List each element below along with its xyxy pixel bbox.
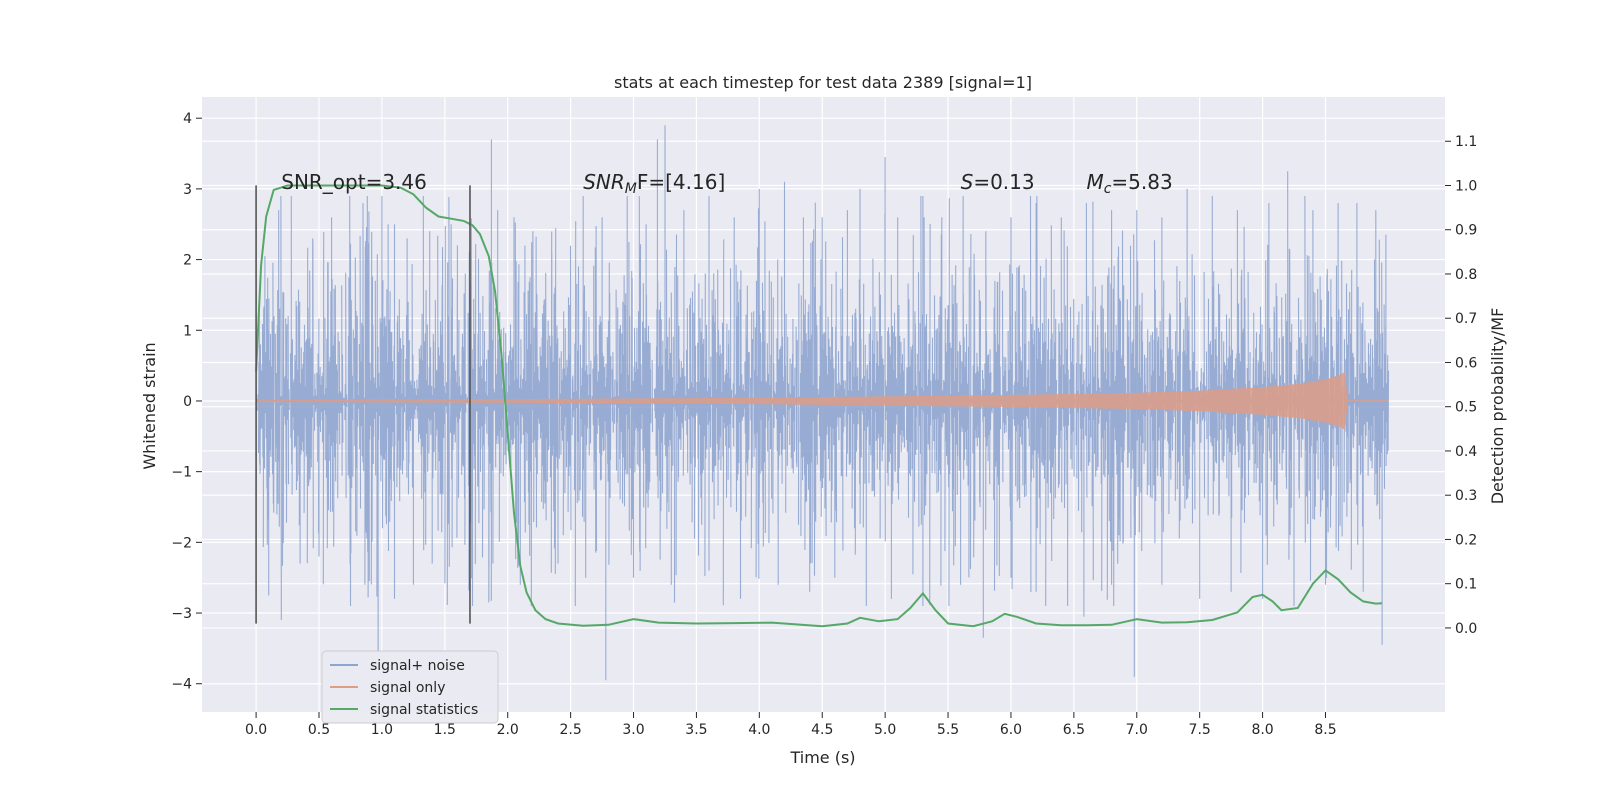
y-tick-label: 0 xyxy=(183,394,192,410)
x-tick-label: 2.0 xyxy=(497,722,519,738)
y2-tick-label: 1.0 xyxy=(1455,178,1477,194)
legend: signal+ noise signal only signal statistic… xyxy=(321,650,499,724)
y2-tick-label: 0.5 xyxy=(1455,400,1477,416)
marker-layer xyxy=(255,185,471,624)
x-axis-label: Time (s) xyxy=(789,748,855,767)
y2-tick-label: 0.4 xyxy=(1455,444,1477,460)
x-tick-label: 3.0 xyxy=(622,722,644,738)
y-tick-label: 1 xyxy=(183,323,192,339)
y-tick-label: 3 xyxy=(183,182,192,198)
y2-tick-label: 0.3 xyxy=(1455,488,1477,504)
x-tick-label: 0.5 xyxy=(308,722,330,738)
y2-tick-label: 0.9 xyxy=(1455,223,1477,239)
y2-tick-label: 0.0 xyxy=(1455,621,1477,637)
x-tick-label: 5.5 xyxy=(937,722,959,738)
y-tick-label: 2 xyxy=(183,253,192,269)
y-tick-label: −3 xyxy=(171,606,192,622)
x-tick-label: 6.0 xyxy=(1000,722,1022,738)
x-tick-label: 6.5 xyxy=(1063,722,1085,738)
y2-axis-label: Detection probability/MF xyxy=(1488,308,1507,505)
legend-label: signal statistics xyxy=(370,702,478,718)
y2-tick-label: 1.1 xyxy=(1455,134,1477,150)
annotation-layer: SNR_opt=3.46 SNRMF=[4.16] S=0.13 Mc=5.83 xyxy=(281,170,1172,197)
y2-tick-label: 0.2 xyxy=(1455,532,1477,548)
y2-tick-label: 0.7 xyxy=(1455,311,1477,327)
x-tick-label: 2.5 xyxy=(559,722,581,738)
x-tick-label: 1.5 xyxy=(434,722,456,738)
annotation-spin: S=0.13 xyxy=(961,170,1035,194)
x-tick-label: 5.0 xyxy=(874,722,896,738)
legend-label: signal only xyxy=(370,680,445,696)
annotation-snr_opt: SNR_opt=3.46 xyxy=(281,170,427,194)
signal-statistics-line xyxy=(255,184,1383,628)
x-tick-label: 3.5 xyxy=(685,722,707,738)
y-tick-label: −2 xyxy=(171,535,192,551)
x-tick-label: 4.0 xyxy=(748,722,770,738)
legend-box xyxy=(321,650,499,724)
signal-only-band xyxy=(255,372,1348,430)
y-tick-label: −4 xyxy=(171,677,192,693)
annotation-chirp_mass: Mc=5.83 xyxy=(1086,170,1172,197)
x-tick-label: 0.0 xyxy=(245,722,267,738)
tick-layer: 0.0 0.5 1.0 1.5 2.0 2.5 3.0 3.5 4.0 4.5 5.0 5.5 6.0 6… xyxy=(171,111,1477,738)
x-tick-label: 8.5 xyxy=(1314,722,1336,738)
annotation-snr_mf: SNRMF=[4.16] xyxy=(583,170,725,197)
y-tick-label: −1 xyxy=(171,465,192,481)
y2-tick-label: 0.1 xyxy=(1455,577,1477,593)
x-tick-label: 7.0 xyxy=(1126,722,1148,738)
x-tick-label: 4.5 xyxy=(811,722,833,738)
y-axis-label: Whitened strain xyxy=(140,342,159,469)
x-tick-label: 8.0 xyxy=(1251,722,1273,738)
y-tick-label: 4 xyxy=(183,111,192,127)
y2-tick-label: 0.6 xyxy=(1455,355,1477,371)
chart-title: stats at each timestep for test data 238… xyxy=(614,73,1032,92)
x-tick-label: 1.0 xyxy=(371,722,393,738)
x-tick-label: 7.5 xyxy=(1189,722,1211,738)
legend-label: signal+ noise xyxy=(370,658,465,674)
y2-tick-label: 0.8 xyxy=(1455,267,1477,283)
